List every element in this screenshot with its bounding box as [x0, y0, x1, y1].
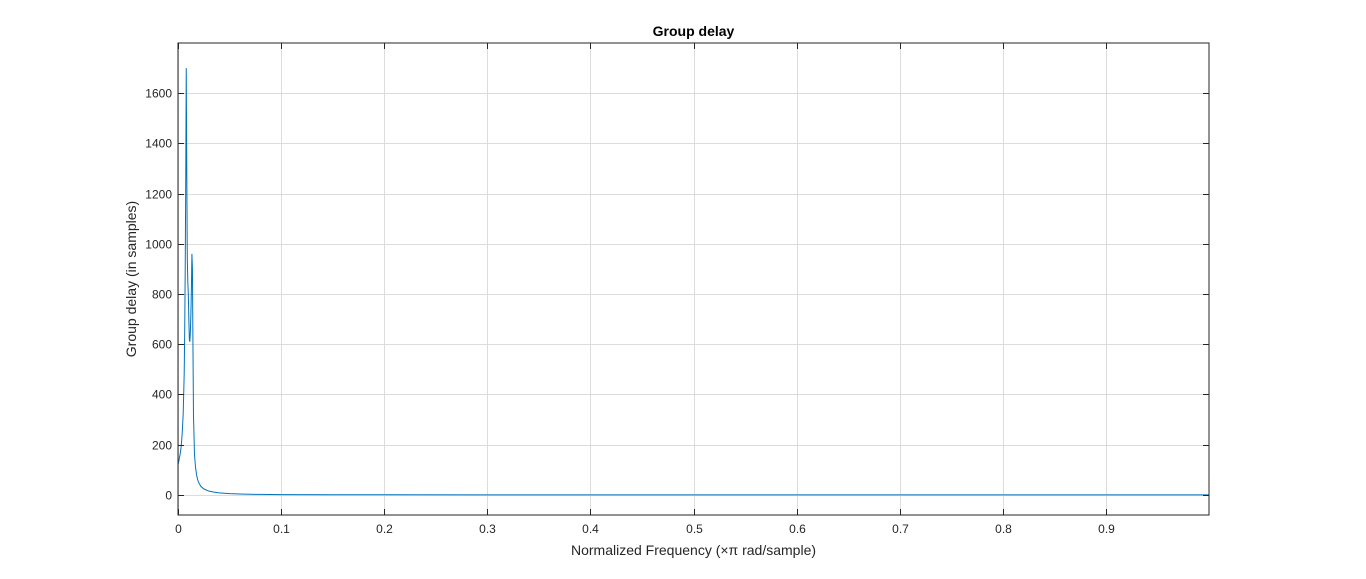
y-tick-label: 1000: [145, 238, 172, 252]
x-grid: [178, 43, 1107, 515]
x-axis-label: Normalized Frequency (×π rad/sample): [571, 542, 816, 558]
plot-background: [178, 43, 1209, 515]
x-ticks: [178, 43, 1107, 515]
x-tick-label: 0.6: [789, 522, 806, 536]
plot-frame: [177, 42, 1210, 516]
x-tick-label: 0: [175, 522, 182, 536]
x-tick-label: 0.4: [582, 522, 599, 536]
x-tick-label: 0.2: [376, 522, 393, 536]
x-tick-label: 0.7: [892, 522, 909, 536]
y-tick-label: 200: [152, 439, 172, 453]
y-grid: [178, 93, 1209, 496]
y-ticks: [178, 93, 1209, 496]
y-tick-labels: 0 200 400 600 800 1000 1200 1400 1600: [145, 87, 172, 503]
x-tick-label: 0.1: [273, 522, 290, 536]
y-tick-label: 1400: [145, 137, 172, 151]
y-tick-label: 0: [165, 489, 172, 503]
series-line: [178, 68, 1209, 496]
x-tick-label: 0.5: [686, 522, 703, 536]
chart-title: Group delay: [653, 23, 735, 39]
x-tick-label: 0.9: [1098, 522, 1115, 536]
x-tick-labels: 0 0.1 0.2 0.3 0.4 0.5 0.6 0.7 0.8 0.9: [175, 522, 1115, 536]
y-tick-label: 1600: [145, 87, 172, 101]
x-tick-label: 0.3: [479, 522, 496, 536]
y-tick-label: 400: [152, 388, 172, 402]
y-tick-label: 600: [152, 338, 172, 352]
y-tick-label: 800: [152, 288, 172, 302]
x-tick-label: 0.8: [995, 522, 1012, 536]
y-tick-label: 1200: [145, 188, 172, 202]
y-axis-label: Group delay (in samples): [123, 201, 139, 357]
